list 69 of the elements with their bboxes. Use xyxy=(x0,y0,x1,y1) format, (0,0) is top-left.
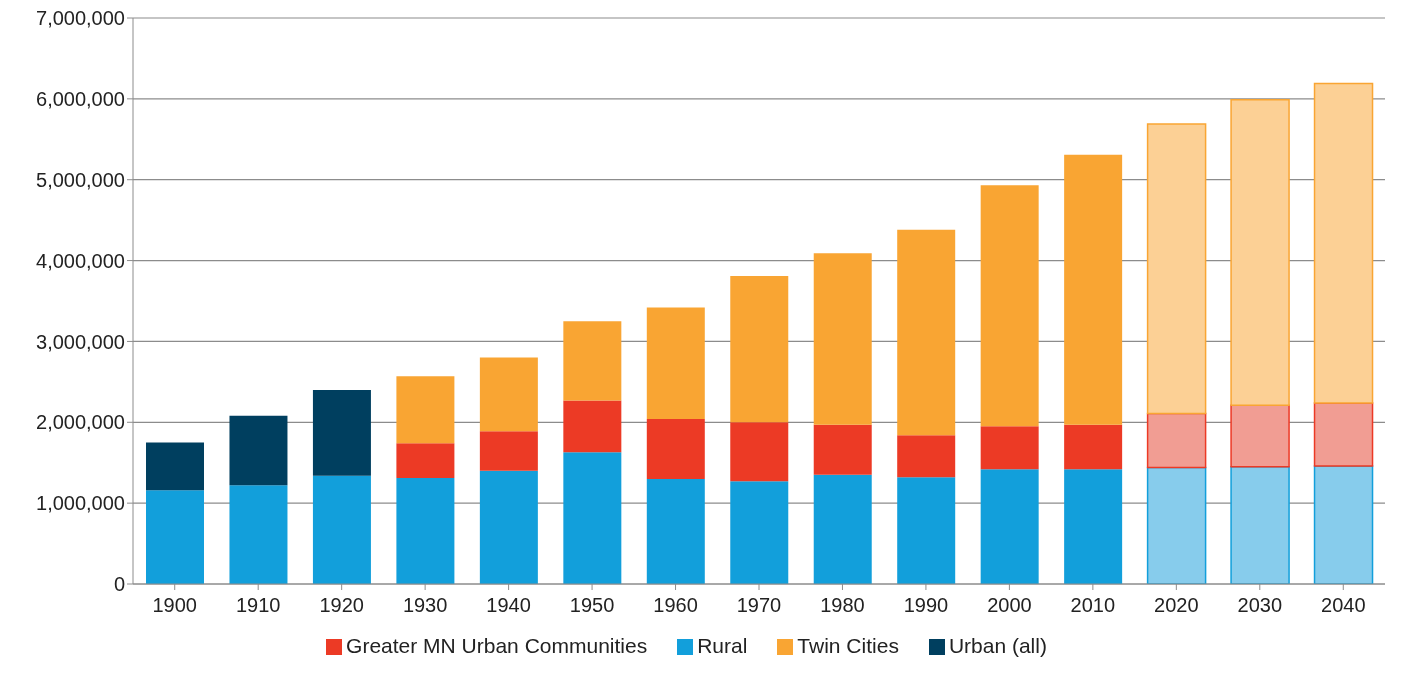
x-tick-label: 2040 xyxy=(1321,594,1366,617)
x-tick-label: 1910 xyxy=(235,594,281,617)
x-tick-label: 1980 xyxy=(820,594,865,617)
legend-label: Rural xyxy=(697,634,748,657)
x-tick-label: 2020 xyxy=(1154,594,1199,617)
bar xyxy=(1313,82,1374,404)
bar xyxy=(1230,98,1290,407)
bar xyxy=(563,400,622,453)
bar xyxy=(1146,412,1207,469)
bar xyxy=(813,474,872,584)
y-tick-label: 7,000,000 xyxy=(36,7,125,30)
x-tick-label: 1970 xyxy=(736,594,782,617)
x-tick-label: 2030 xyxy=(1237,594,1283,617)
bar xyxy=(730,275,789,423)
bar xyxy=(1064,154,1123,425)
bar xyxy=(646,419,705,479)
x-tick-label: 1940 xyxy=(486,594,531,617)
y-tick-label: 3,000,000 xyxy=(36,330,125,353)
legend-label: Greater MN Urban Communities xyxy=(346,634,648,657)
bar xyxy=(730,422,789,482)
bar xyxy=(980,185,1039,427)
bar xyxy=(646,478,705,584)
bar xyxy=(479,357,538,432)
bar xyxy=(1313,402,1374,467)
bar xyxy=(897,477,956,584)
x-tick-label: 1930 xyxy=(402,594,448,617)
bar xyxy=(563,321,622,401)
bar xyxy=(1230,404,1290,468)
y-tick-label: 0 xyxy=(113,573,125,596)
bar xyxy=(229,415,288,486)
bar xyxy=(646,307,705,420)
bar xyxy=(563,452,622,584)
bar xyxy=(312,475,371,584)
bar xyxy=(730,481,789,584)
bar xyxy=(1230,466,1290,584)
legend-label: Urban (all) xyxy=(948,634,1047,657)
bar xyxy=(396,478,455,584)
bar xyxy=(479,470,538,584)
x-tick-label: 1920 xyxy=(319,594,364,617)
legend-label: Twin Cities xyxy=(797,634,899,657)
y-tick-label: 4,000,000 xyxy=(36,249,125,272)
bar xyxy=(312,389,371,476)
bar xyxy=(396,443,455,479)
bar xyxy=(897,229,956,436)
bar xyxy=(813,424,872,475)
bar xyxy=(1064,424,1123,470)
y-tick-label: 1,000,000 xyxy=(36,492,125,515)
x-tick-label: 1960 xyxy=(653,594,698,617)
bar xyxy=(229,485,288,584)
bar xyxy=(980,469,1039,584)
bar xyxy=(146,490,204,584)
y-tick-label: 6,000,000 xyxy=(36,87,125,110)
y-tick-label: 2,000,000 xyxy=(36,411,125,434)
bar xyxy=(396,376,455,444)
bar xyxy=(1064,469,1123,584)
x-tick-label: 1950 xyxy=(569,594,615,617)
bar xyxy=(980,426,1039,470)
bar xyxy=(1146,123,1207,415)
x-tick-label: 2000 xyxy=(987,594,1032,617)
x-tick-label: 1900 xyxy=(152,594,197,617)
bar xyxy=(146,442,204,491)
x-tick-label: 2010 xyxy=(1070,594,1116,617)
bar xyxy=(1313,465,1374,584)
y-tick-label: 5,000,000 xyxy=(36,168,125,191)
bar xyxy=(813,253,872,425)
x-tick-label: 1990 xyxy=(903,594,949,617)
bar xyxy=(897,435,956,478)
bar xyxy=(1146,466,1207,584)
bar xyxy=(479,431,538,471)
